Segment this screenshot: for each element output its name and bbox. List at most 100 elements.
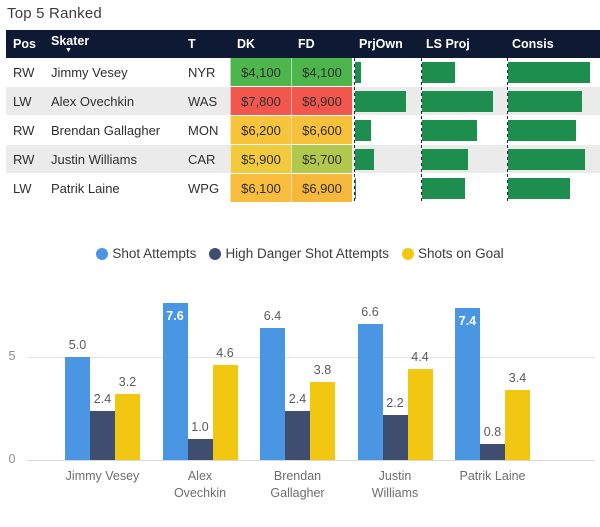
bar[interactable] [260, 328, 285, 460]
pos-cell: RW [13, 151, 35, 167]
prjown-bar[interactable] [355, 177, 356, 199]
bar[interactable] [212, 365, 238, 460]
table-row[interactable]: LW Alex Ovechkin WAS $7,800 $8,900 [6, 87, 600, 116]
skater-cell: Alex Ovechkin [51, 93, 135, 109]
skater-cell: Brendan Gallagher [51, 122, 161, 138]
axis-line [507, 116, 508, 144]
lsproj-bar-cell [419, 116, 505, 144]
legend-label: High Danger Shot Attempts [225, 246, 390, 261]
column-header-skater[interactable]: Skater ▼ [44, 30, 181, 58]
bar[interactable] [357, 324, 383, 460]
column-header-dk[interactable]: DK [237, 36, 256, 51]
prjown-bar[interactable] [355, 61, 361, 83]
prjown-bar[interactable] [355, 119, 371, 141]
table-row[interactable]: RW Brendan Gallagher MON $6,200 $6,600 [6, 116, 600, 145]
prjown-bar-cell [352, 145, 419, 173]
axis-line [507, 174, 508, 202]
axis-line [354, 58, 355, 86]
lsproj-bar[interactable] [422, 119, 477, 141]
bar[interactable] [115, 394, 140, 460]
bar[interactable] [187, 439, 213, 460]
team-cell: WAS [188, 93, 218, 109]
prjown-bar[interactable] [355, 90, 406, 112]
value-label: 1.0 [191, 420, 209, 434]
value-label: 7.4 [458, 314, 477, 328]
value-label: 4.6 [216, 346, 234, 360]
axis-line [507, 87, 508, 115]
consis-bar[interactable] [508, 148, 585, 170]
chart-legend: Shot Attempts High Danger Shot Attempts Sh… [0, 246, 600, 261]
prjown-bar[interactable] [355, 148, 374, 170]
lsproj-bar-cell [419, 87, 505, 115]
bar[interactable] [480, 444, 505, 460]
legend-item[interactable]: Shots on Goal [402, 246, 504, 261]
consis-bar[interactable] [508, 177, 570, 199]
bar[interactable] [407, 369, 433, 460]
bar[interactable] [90, 411, 115, 460]
axis-line [421, 116, 422, 144]
column-header-lsproj[interactable]: LS Proj [426, 36, 470, 51]
value-label: 3.2 [118, 375, 137, 389]
table-row[interactable]: RW Justin Williams CAR $5,900 $5,700 [6, 145, 600, 174]
dk-salary-cell: $4,100 [230, 58, 291, 86]
team-cell: CAR [188, 151, 216, 167]
lsproj-bar[interactable] [422, 90, 493, 112]
bar[interactable] [455, 308, 480, 460]
axis-line [421, 87, 422, 115]
dk-salary-cell: $6,100 [230, 174, 291, 202]
skater-cell: Patrik Laine [51, 180, 120, 196]
consis-bar[interactable] [508, 61, 590, 83]
value-label: 6.4 [263, 309, 282, 323]
bar[interactable] [382, 415, 408, 460]
axis-line [421, 145, 422, 173]
chart-plot-area: 5.0 7.6 6.4 6.6 7.4 2.4 1.0 2.4 2.2 0.8 3.2 4.6 3.8 4… [27, 285, 595, 461]
lsproj-bar-cell [419, 174, 505, 202]
x-axis-category-label: Patrik Laine [459, 469, 526, 483]
value-label: 2.4 [288, 392, 307, 406]
bar[interactable] [65, 357, 90, 460]
consis-bar[interactable] [508, 119, 576, 141]
table-header-row: Pos Skater ▼ T DK FD PrjOwn LS Proj Cons… [6, 30, 600, 58]
skater-cell: Justin Williams [51, 151, 137, 167]
fd-salary-cell: $5,700 [291, 145, 352, 173]
x-axis-category-label: Jimmy Vesey [65, 469, 140, 483]
table-row[interactable]: RW Jimmy Vesey NYR $4,100 $4,100 [6, 58, 600, 87]
column-header-prjown[interactable]: PrjOwn [359, 36, 403, 51]
consis-bar-cell [505, 174, 600, 202]
column-header-fd[interactable]: FD [298, 36, 315, 51]
legend-dot-icon [209, 247, 222, 260]
column-header-consis[interactable]: Consis [512, 36, 554, 51]
shots-bar-chart: Shot Attempts High Danger Shot Attempts Sh… [0, 230, 600, 527]
lsproj-bar-cell [419, 145, 505, 173]
legend-label: Shot Attempts [112, 246, 197, 261]
bar[interactable] [310, 382, 335, 460]
prjown-bar-cell [352, 58, 419, 86]
axis-line [354, 87, 355, 115]
legend-item[interactable]: High Danger Shot Attempts [209, 246, 389, 261]
value-label: 0.8 [483, 425, 502, 439]
column-header-team[interactable]: T [188, 36, 196, 51]
dk-salary-cell: $5,900 [230, 145, 291, 173]
lsproj-bar[interactable] [422, 148, 468, 170]
bar[interactable] [285, 411, 310, 460]
axis-line [421, 174, 422, 202]
lsproj-bar[interactable] [422, 61, 455, 83]
x-axis-category-label: Brendan Gallagher [270, 469, 325, 500]
page-title: Top 5 Ranked [7, 5, 102, 22]
axis-line [354, 174, 355, 202]
skater-cell: Jimmy Vesey [51, 64, 128, 80]
consis-bar[interactable] [508, 90, 582, 112]
y-axis-tick-label: 0 [8, 452, 16, 466]
bar[interactable] [505, 390, 530, 460]
pos-cell: LW [13, 180, 32, 196]
column-header-pos[interactable]: Pos [13, 36, 36, 51]
lsproj-bar[interactable] [422, 177, 465, 199]
prjown-bar-cell [352, 174, 419, 202]
bar[interactable] [162, 303, 188, 460]
value-label: 2.4 [93, 392, 112, 406]
legend-item[interactable]: Shot Attempts [96, 246, 196, 261]
axis-line [507, 145, 508, 173]
table-row[interactable]: LW Patrik Laine WPG $6,100 $6,900 [6, 174, 600, 203]
legend-dot-icon [402, 247, 415, 260]
axis-line [421, 58, 422, 86]
